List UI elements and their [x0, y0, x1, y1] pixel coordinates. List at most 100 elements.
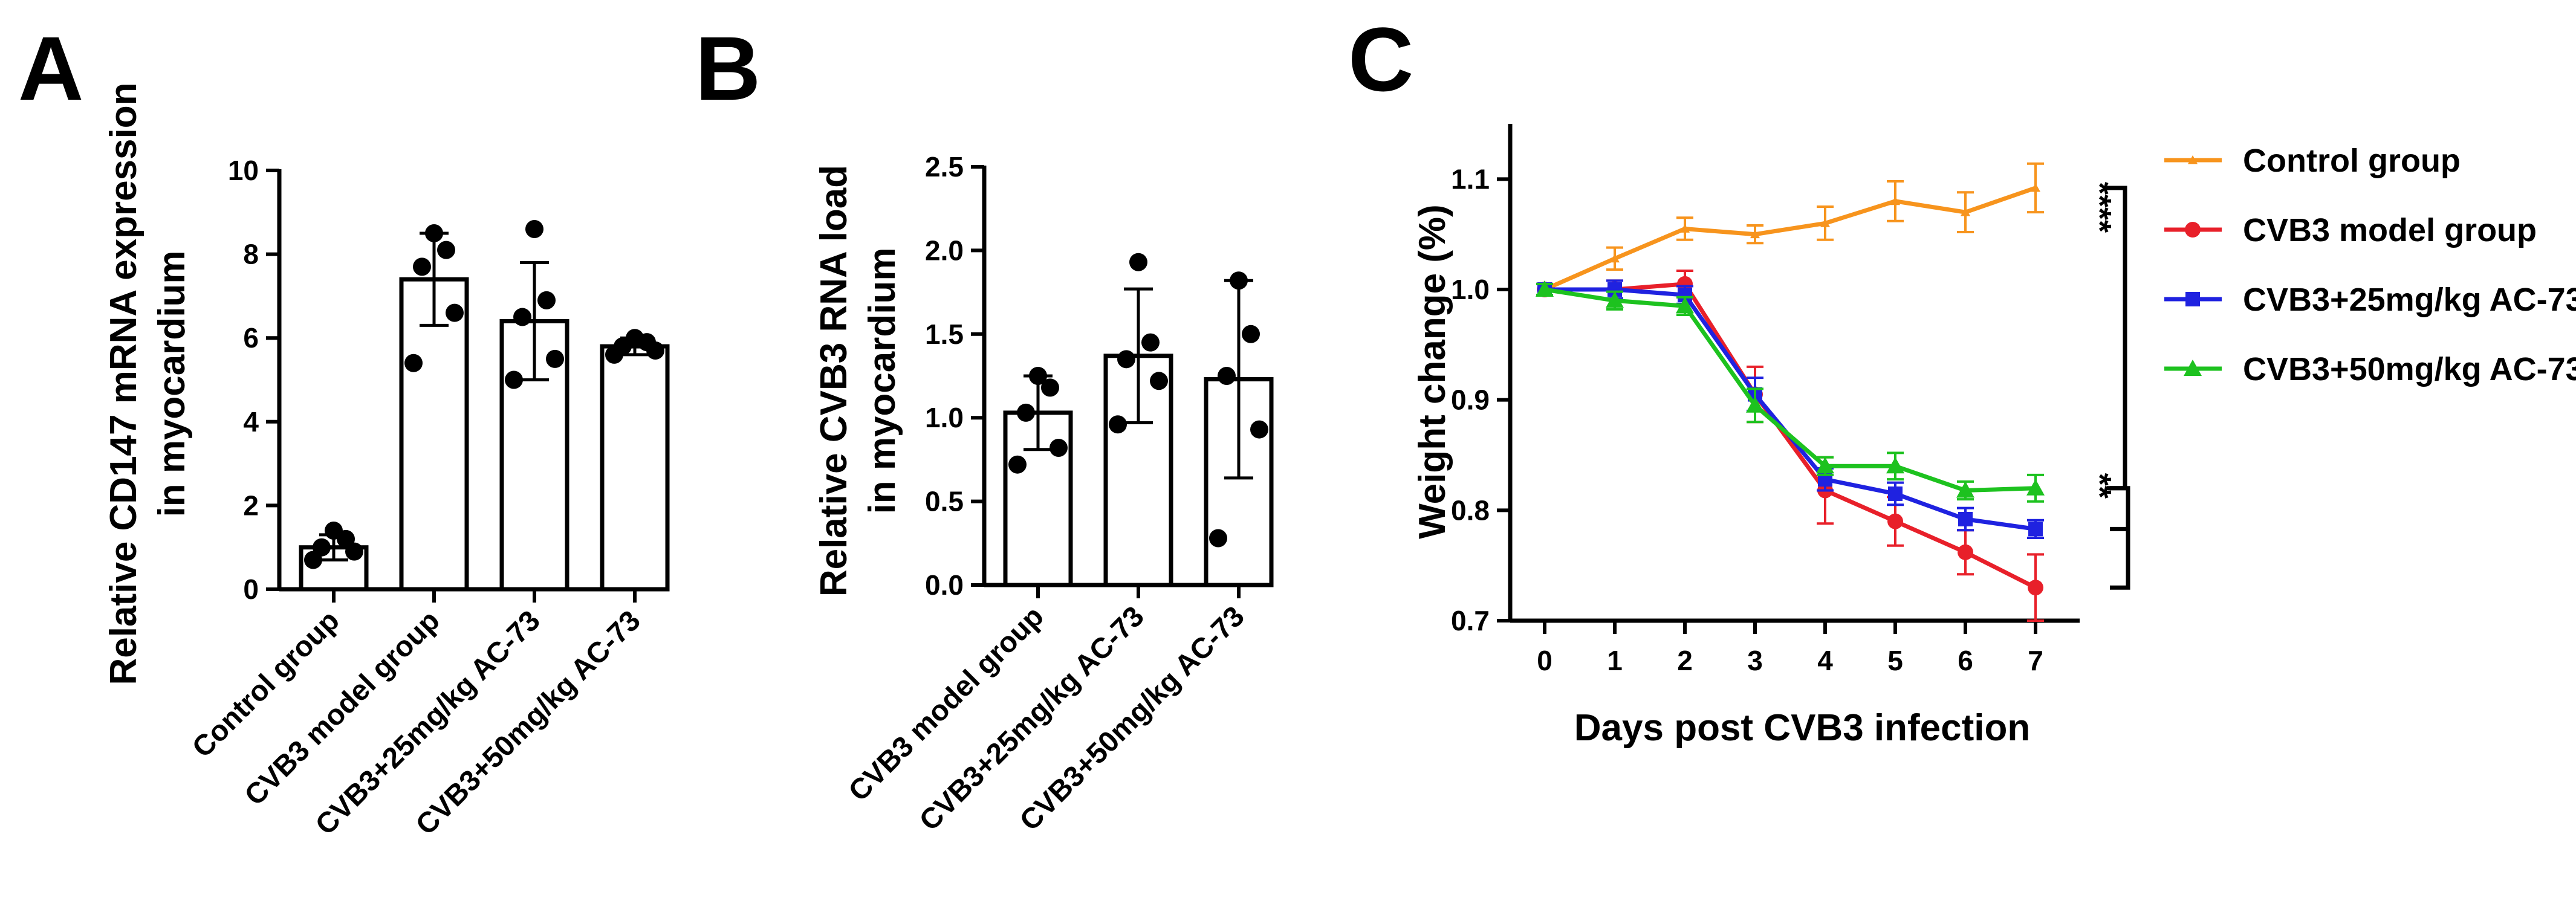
data-point [1008, 455, 1027, 474]
data-point [1816, 457, 1834, 474]
legend-label: CVB3 model group [2243, 212, 2537, 248]
y-tick-label: 1.0 [1451, 274, 1490, 305]
data-point [1676, 297, 1694, 314]
y-tick-label: 1.5 [925, 318, 964, 350]
x-tick-label: 7 [2028, 645, 2043, 676]
legend-item: Control group [2164, 143, 2461, 179]
data-point [525, 220, 543, 239]
significance-label: **** [2081, 182, 2118, 233]
x-tick-label: 4 [1817, 645, 1833, 676]
y-tick-label: 2 [243, 490, 259, 521]
panel-letter-c: C [1348, 8, 1413, 110]
y-tick-label: 8 [243, 239, 259, 270]
data-point [1029, 367, 1047, 385]
data-point [546, 349, 564, 368]
data-point [437, 241, 455, 259]
data-point [1250, 420, 1268, 439]
series-line [1544, 287, 2036, 493]
panel-letter-a: A [18, 18, 83, 119]
y-tick-label: 0 [243, 574, 259, 605]
y-tick-label: 0.5 [925, 486, 964, 517]
data-point [2185, 222, 2201, 238]
y-tick-label: 0.8 [1451, 494, 1490, 526]
data-point [1242, 325, 1260, 343]
data-point [1886, 457, 1904, 474]
data-point [2028, 580, 2043, 596]
x-tick-label: 1 [1607, 645, 1623, 676]
x-axis-title: Days post CVB3 infection [1574, 707, 2030, 749]
data-point [1109, 415, 1127, 434]
x-tick-label: 3 [1747, 645, 1763, 676]
data-point [1150, 372, 1168, 390]
data-point [313, 538, 331, 557]
panel-a-chart: 0 2 4 6 8 10 Relative CD147 mRNA expression in … [103, 83, 670, 841]
legend-item: CVB3+50mg/kg AC-73 [2164, 351, 2576, 387]
y-tick-label: 4 [243, 406, 259, 438]
data-point [1746, 396, 1764, 413]
data-point [1958, 511, 1973, 526]
y-tick-label: 1.1 [1451, 163, 1490, 195]
data-point [537, 291, 556, 309]
data-point [1958, 544, 1973, 560]
y-axis-title: Relative CVB3 RNA load [813, 165, 855, 597]
y-axis-title: Relative CD147 mRNA expression [103, 83, 144, 685]
data-point [2188, 155, 2198, 164]
series-4 [1536, 280, 2045, 503]
data-point [2028, 522, 2043, 537]
category-label: CVB3 model group [843, 600, 1050, 807]
data-point [2185, 292, 2200, 306]
data-point [1050, 439, 1068, 458]
series-2 [1536, 269, 2044, 622]
legend-label: CVB3+25mg/kg AC-73 [2243, 282, 2576, 318]
bar [600, 344, 670, 592]
x-tick-label: 2 [1677, 645, 1693, 676]
data-point [1041, 378, 1059, 397]
data-point [413, 257, 431, 276]
legend-label: Control group [2243, 143, 2461, 179]
data-point [1680, 224, 1690, 233]
data-point [1117, 350, 1135, 369]
panel-letter-b: B [695, 18, 761, 119]
category-label: CVB3 model group [239, 604, 446, 812]
data-point [425, 224, 443, 242]
legend-item: CVB3+25mg/kg AC-73 [2164, 282, 2576, 318]
data-point [2184, 360, 2202, 376]
series-line [1543, 186, 2037, 292]
bar [399, 277, 469, 592]
data-point [1209, 529, 1227, 548]
data-point [2026, 479, 2045, 496]
significance-label: ** [2081, 473, 2118, 499]
data-point [1961, 207, 1970, 216]
data-point [1017, 403, 1035, 422]
x-tick-label: 5 [1887, 645, 1903, 676]
data-point [1890, 196, 1900, 205]
legend-label: CVB3+50mg/kg AC-73 [2243, 351, 2576, 387]
data-point [446, 303, 464, 322]
y-axis-title-line2: in myocardium [151, 251, 193, 517]
y-axis-title-line2: in myocardium [861, 248, 903, 514]
data-point [1750, 229, 1760, 239]
y-tick-label: 6 [243, 322, 259, 354]
x-tick-label: 6 [1958, 645, 1973, 676]
data-point [1887, 513, 1903, 529]
y-tick-label: 10 [228, 155, 259, 186]
data-point [2031, 183, 2040, 192]
data-point [1606, 291, 1624, 308]
data-point [1610, 253, 1620, 263]
x-tick-label: 0 [1537, 645, 1552, 676]
y-axis-title: Weight change (%) [1412, 204, 1453, 538]
data-point [1129, 253, 1147, 271]
data-point [626, 329, 644, 348]
y-tick-label: 0.7 [1451, 605, 1490, 636]
panel-c-chart: 0.7 0.8 0.9 1.0 1.1 0 1 2 3 4 5 6 7 Days post CVB3 in… [1412, 124, 2576, 749]
data-point [1536, 280, 1554, 297]
y-tick-label: 1.0 [925, 402, 964, 433]
data-point [404, 354, 423, 372]
data-point [1888, 486, 1903, 501]
legend-item: CVB3 model group [2164, 212, 2537, 248]
panel-b-chart: 0.0 0.5 1.0 1.5 2.0 2.5 Relative CVB3 RNA load… [813, 151, 1274, 837]
significance-bracket [2110, 486, 2130, 590]
data-point [1956, 481, 1974, 498]
y-tick-label: 0.9 [1451, 384, 1490, 416]
